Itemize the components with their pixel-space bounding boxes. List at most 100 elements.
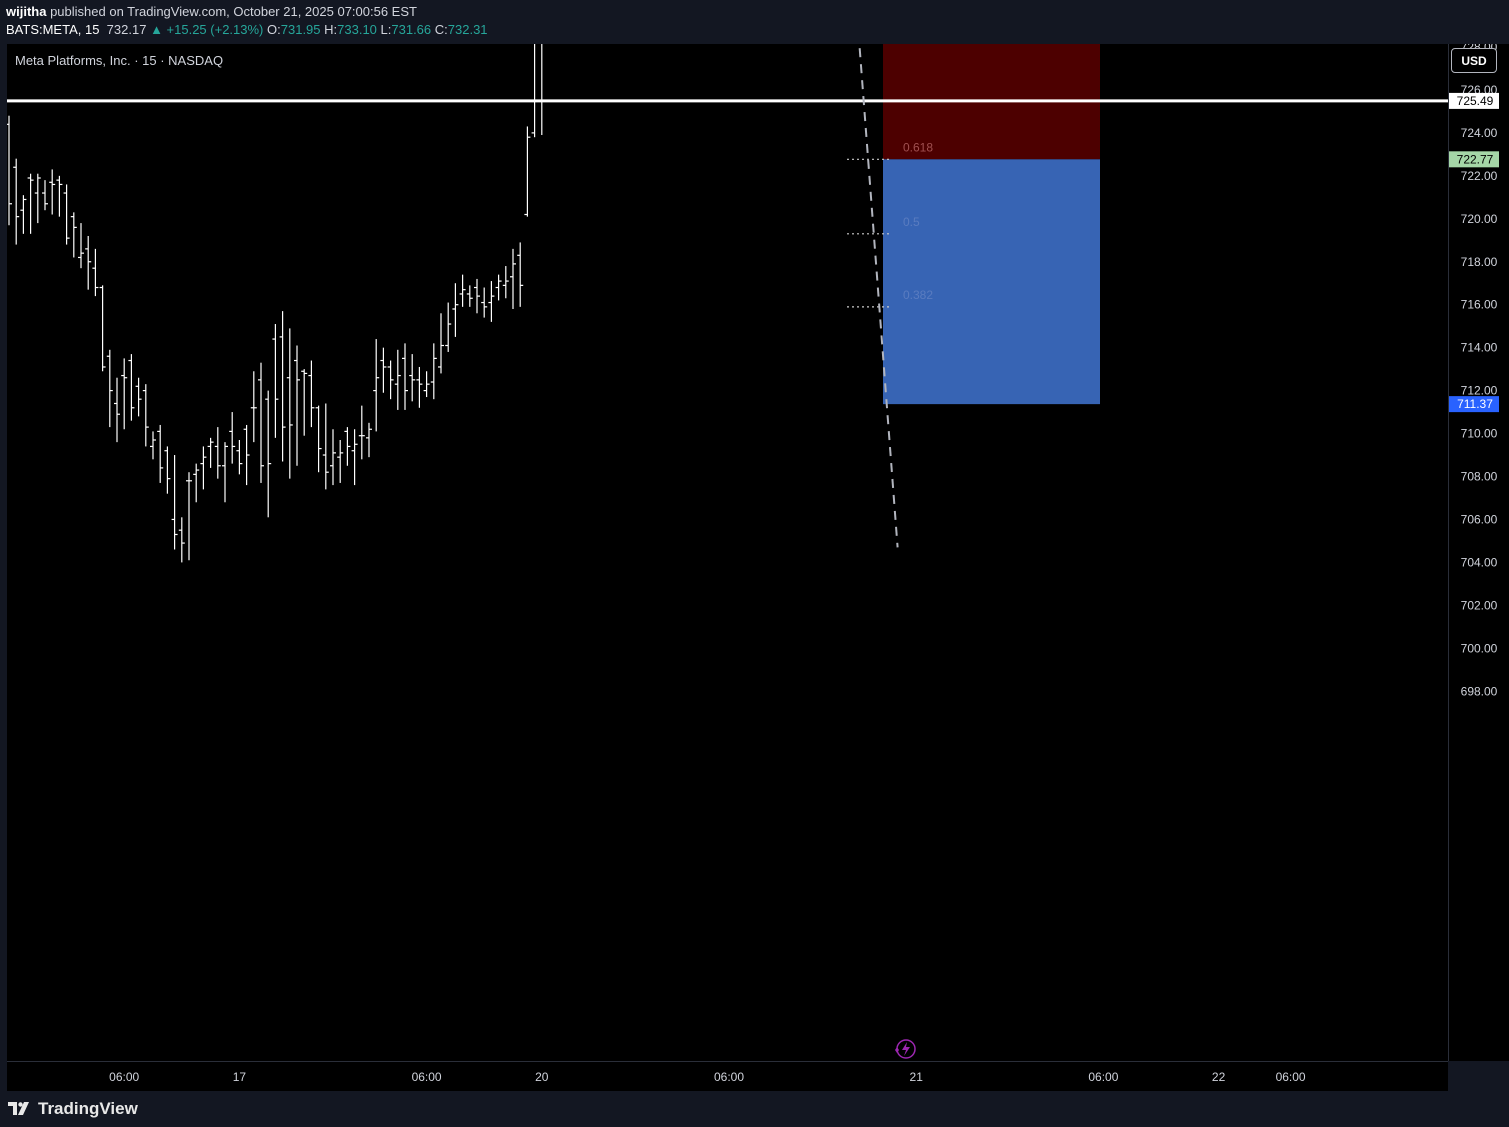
ohlc-bar — [322, 403, 329, 490]
ohlc-bar — [13, 158, 20, 245]
open-value: 731.95 — [280, 22, 321, 37]
ohlc-bar — [402, 343, 408, 410]
ohlc-bar — [207, 437, 214, 468]
ohlc-bar — [366, 422, 372, 458]
price-change: ▲ +15.25 (+2.13%) — [150, 22, 264, 37]
close-label: C: — [434, 22, 448, 37]
brand-name: TradingView — [38, 1099, 138, 1118]
ticker-symbol: BATS:META, 15 — [6, 22, 100, 37]
ohlc-bar — [531, 44, 536, 138]
ohlc-bar — [337, 439, 344, 483]
ohlc-bar — [121, 358, 128, 430]
ohlc-bar — [214, 427, 221, 479]
time-axis[interactable]: 06:00 17 06:00 20 06:00 21 06:00 22 06:00 — [7, 1061, 1448, 1091]
ohlc-bar — [258, 362, 264, 483]
ohlc-bar — [423, 371, 430, 398]
ohlc-bar — [250, 371, 257, 443]
ohlc-bar — [99, 285, 106, 372]
price-tick-label: 702.00 — [1461, 598, 1498, 612]
ohlc-bar — [128, 354, 135, 421]
close-value: 732.31 — [447, 22, 488, 37]
ohlc-bar — [502, 266, 509, 299]
ohlc-bar — [481, 287, 488, 318]
ohlc-bar — [430, 343, 437, 400]
ohlc-bar — [308, 360, 315, 428]
ohlc-bar — [92, 248, 99, 297]
ohlc-bar — [56, 175, 63, 217]
ohlc-bar — [438, 313, 444, 374]
ohlc-bar — [7, 115, 12, 226]
ohlc-bar — [279, 311, 286, 462]
ohlc-bar — [452, 283, 459, 337]
fib-level-label: 0.5 — [903, 215, 920, 229]
price-tick-label: 718.00 — [1461, 255, 1498, 269]
ohlc-bar — [294, 345, 300, 466]
ohlc-bar — [394, 349, 401, 410]
price-tick-label: 700.00 — [1461, 641, 1498, 655]
ohlc-bar — [286, 328, 293, 479]
published-text: published on TradingView.com, October 21… — [50, 4, 417, 19]
low-label: L: — [380, 22, 392, 37]
dashed-projection-line[interactable] — [852, 44, 899, 548]
ohlc-bar — [344, 427, 351, 466]
header-bar: wijitha published on TradingView.com, Oc… — [0, 0, 1509, 44]
time-tick-label: 22 — [1212, 1070, 1226, 1084]
ohlc-bar — [445, 302, 452, 352]
zone-boundary-price-badge-text: 722.77 — [1457, 152, 1494, 166]
horizontal-line-price-badge[interactable]: 725.49 — [1449, 92, 1499, 109]
ohlc-bar — [517, 242, 524, 307]
ohlc-bars — [7, 44, 543, 563]
time-tick-label: 06:00 — [109, 1070, 139, 1084]
ohlc-bar — [524, 126, 531, 217]
publisher-name[interactable]: wijitha — [6, 4, 47, 19]
ohlc-bar — [358, 405, 365, 460]
time-tick-label: 06:00 — [412, 1070, 442, 1084]
ohlc-bar — [387, 360, 394, 400]
ohlc-bar — [222, 442, 228, 503]
time-tick-label: 20 — [535, 1070, 549, 1084]
price-axis[interactable]: 742.00740.00738.00736.00734.00732.00730.… — [1448, 0, 1509, 1061]
tradingview-logo-icon — [8, 1102, 29, 1115]
ohlc-bar — [409, 354, 416, 402]
ohlc-bar — [474, 278, 480, 314]
price-tick-label: 698.00 — [1461, 684, 1498, 698]
ohlc-bar — [27, 173, 34, 234]
ohlc-bar — [70, 212, 77, 258]
ohlc-bar — [20, 195, 27, 234]
zone-boundary-price-badge[interactable]: 722.77 — [1449, 151, 1499, 168]
ohlc-bar — [85, 235, 92, 290]
ohlc-bar — [78, 223, 84, 269]
ohlc-bar — [164, 446, 171, 494]
ohlc-bar — [236, 439, 243, 475]
take-profit-zone[interactable] — [883, 159, 1100, 405]
lightning-icon[interactable] — [895, 1039, 916, 1059]
ohlc-bar — [510, 248, 516, 309]
ohlc-bar — [186, 472, 192, 561]
high-value: 733.10 — [337, 22, 377, 37]
last-price: 732.17 — [106, 22, 147, 37]
price-axis-canvas[interactable]: 742.00740.00738.00736.00734.00732.00730.… — [1449, 0, 1509, 1061]
ohlc-bar — [272, 324, 279, 438]
time-axis-canvas[interactable]: 06:00 17 06:00 20 06:00 21 06:00 22 06:00 — [7, 1062, 1448, 1092]
ohlc-bar — [157, 424, 164, 483]
currency-button[interactable]: USD — [1451, 48, 1497, 73]
ohlc-line: BATS:META, 15 732.17 ▲ +15.25 (+2.13%) O… — [6, 22, 488, 37]
price-tick-label: 710.00 — [1461, 427, 1498, 441]
price-tick-label: 708.00 — [1461, 470, 1498, 484]
tradingview-logo[interactable]: TradingView — [8, 1099, 138, 1119]
ohlc-bar — [243, 424, 250, 486]
chart-symbol-title: Meta Platforms, Inc. · 15 · NASDAQ — [15, 53, 224, 68]
high-label: H: — [324, 22, 338, 37]
time-tick-label: 06:00 — [714, 1070, 744, 1084]
ohlc-bar — [171, 455, 178, 550]
ohlc-bar — [301, 369, 308, 436]
fib-level-label: 0.382 — [903, 288, 933, 302]
ohlc-bar — [380, 347, 387, 393]
target-price-badge[interactable]: 711.37 — [1449, 396, 1499, 413]
horizontal-line-price-badge-bg — [1449, 92, 1499, 109]
price-tick-label: 706.00 — [1461, 512, 1498, 526]
time-tick-label: 21 — [910, 1070, 924, 1084]
target-price-badge-bg — [1449, 396, 1499, 413]
